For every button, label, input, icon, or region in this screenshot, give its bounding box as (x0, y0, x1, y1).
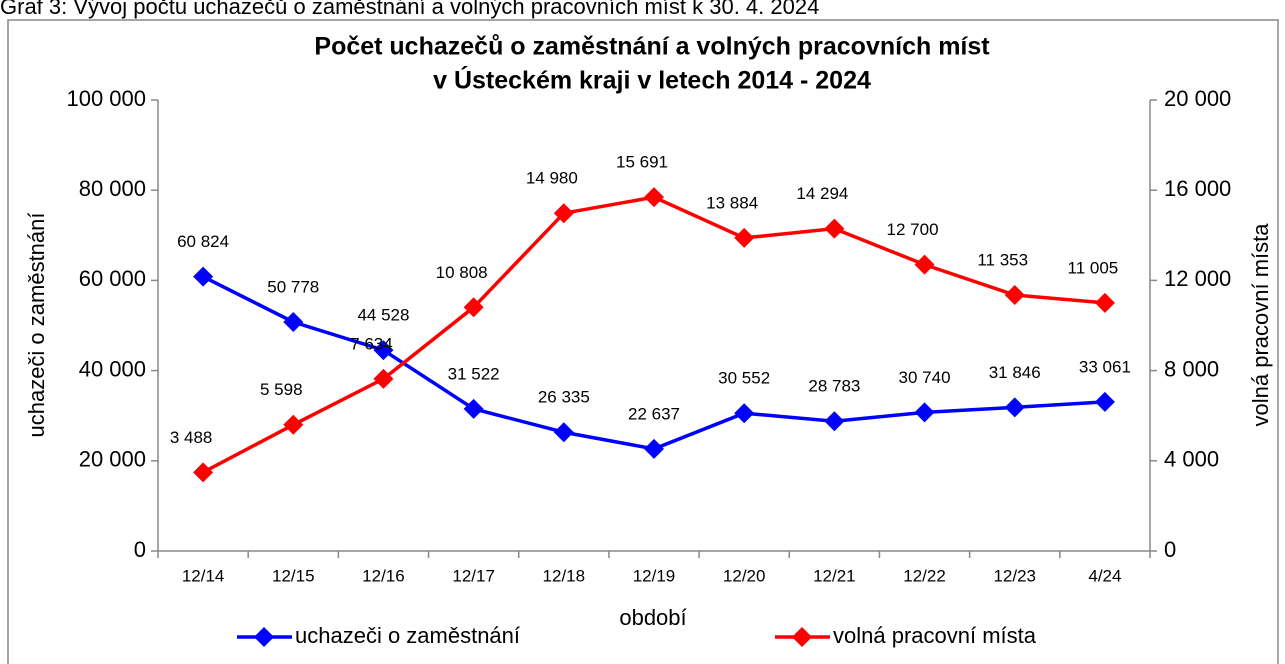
data-point (1094, 391, 1115, 412)
data-point (283, 311, 304, 332)
data-label: 15 691 (616, 153, 668, 172)
data-point (553, 422, 574, 443)
legend-marker (254, 627, 274, 647)
x-tick-label: 12/15 (272, 566, 315, 585)
data-label: 3 488 (170, 428, 213, 447)
legend-marker (792, 627, 812, 647)
data-point (553, 203, 574, 224)
data-point (914, 402, 935, 423)
data-label: 31 846 (989, 363, 1041, 382)
data-point (734, 227, 755, 248)
y2-tick-label: 8 000 (1164, 356, 1219, 381)
data-point (1094, 292, 1115, 313)
data-label: 30 740 (899, 368, 951, 387)
y2-axis-label: volná pracovní místa (1248, 223, 1273, 427)
x-tick-label: 12/18 (543, 566, 586, 585)
data-label: 28 783 (808, 377, 860, 396)
x-tick-label: 12/16 (362, 566, 405, 585)
y2-tick-label: 4 000 (1164, 447, 1219, 472)
chart-subtitle: v Ústeckém kraji v letech 2014 - 2024 (433, 65, 871, 95)
data-label: 11 005 (1068, 258, 1119, 277)
data-label: 14 294 (796, 184, 848, 203)
data-label: 11 353 (977, 250, 1028, 269)
data-point (914, 254, 935, 275)
y-axis-label: uchazeči o zaměstnání (24, 212, 49, 437)
data-point (734, 403, 755, 424)
data-point (644, 438, 664, 459)
data-point (463, 297, 484, 318)
x-tick-label: 12/20 (723, 566, 766, 585)
data-label: 12 700 (887, 220, 939, 239)
y-tick-label: 80 000 (79, 176, 146, 201)
data-point (373, 368, 394, 389)
x-tick-label: 4/24 (1088, 566, 1121, 585)
data-point (1004, 284, 1025, 305)
data-label: 14 980 (526, 169, 578, 188)
data-point (644, 187, 664, 208)
data-label: 7 634 (350, 334, 393, 353)
x-axis-label: období (619, 605, 686, 630)
y2-tick-label: 12 000 (1164, 266, 1231, 291)
data-label: 26 335 (538, 388, 590, 407)
data-point (193, 266, 214, 287)
data-point (193, 462, 214, 483)
data-label: 50 778 (267, 277, 319, 296)
y2-tick-label: 20 000 (1164, 86, 1231, 111)
legend-label: uchazeči o zaměstnání (295, 623, 520, 648)
data-label: 33 061 (1079, 357, 1131, 376)
data-point (463, 398, 484, 419)
data-label: 31 522 (448, 364, 500, 383)
data-label: 60 824 (177, 232, 229, 251)
y2-tick-label: 0 (1164, 537, 1176, 562)
x-tick-label: 12/23 (993, 566, 1036, 585)
data-label: 5 598 (260, 380, 303, 399)
data-point (824, 411, 845, 432)
y2-tick-label: 16 000 (1164, 176, 1231, 201)
x-tick-label: 12/22 (903, 566, 946, 585)
data-label: 44 528 (357, 306, 409, 325)
chart-frame (7, 19, 1279, 664)
y-tick-label: 0 (134, 537, 146, 562)
y-tick-label: 100 000 (66, 86, 146, 111)
data-label: 10 808 (436, 263, 488, 282)
chart-title: Počet uchazečů o zaměstnání a volných pr… (314, 33, 990, 61)
x-tick-label: 12/19 (633, 566, 676, 585)
data-point (1004, 397, 1025, 418)
x-tick-label: 12/17 (452, 566, 495, 585)
y-tick-label: 20 000 (79, 447, 146, 472)
data-point (824, 218, 845, 239)
y-tick-label: 60 000 (79, 266, 146, 291)
data-label: 30 552 (718, 369, 770, 388)
data-point (373, 340, 394, 361)
y-tick-label: 40 000 (79, 356, 146, 381)
x-tick-label: 12/21 (813, 566, 856, 585)
data-label: 22 637 (628, 404, 680, 423)
x-tick-label: 12/14 (182, 566, 225, 585)
legend-label: volná pracovní místa (833, 623, 1037, 648)
data-point (283, 414, 304, 435)
caption: Graf 3: Vývoj počtu uchazečů o zaměstnán… (0, 0, 819, 19)
data-label: 13 884 (706, 193, 758, 212)
